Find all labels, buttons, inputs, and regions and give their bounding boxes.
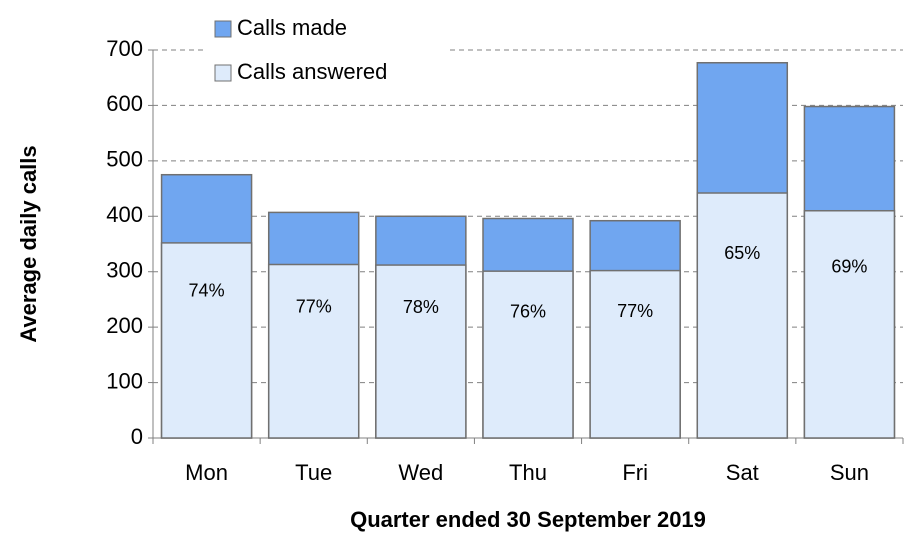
x-axis-title: Quarter ended 30 September 2019 bbox=[350, 507, 706, 532]
y-axis-title: Average daily calls bbox=[16, 145, 41, 342]
data-label: 76% bbox=[510, 302, 546, 322]
legend-label: Calls made bbox=[237, 15, 347, 40]
bar bbox=[803, 209, 896, 439]
x-tick-label: Wed bbox=[398, 460, 443, 485]
y-tick-label: 100 bbox=[106, 368, 143, 393]
data-label: 77% bbox=[296, 297, 332, 317]
bar bbox=[267, 263, 360, 439]
data-label: 74% bbox=[189, 280, 225, 300]
x-tick-label: Tue bbox=[295, 460, 332, 485]
bar bbox=[696, 192, 789, 439]
y-tick-label: 200 bbox=[106, 313, 143, 338]
bar bbox=[589, 269, 681, 439]
y-tick-label: 500 bbox=[106, 147, 143, 172]
data-label: 69% bbox=[831, 256, 867, 276]
y-tick-label: 300 bbox=[106, 258, 143, 283]
legend-swatch bbox=[214, 20, 232, 38]
data-label: 78% bbox=[403, 297, 439, 317]
x-tick-label: Fri bbox=[622, 460, 648, 485]
y-tick-label: 700 bbox=[106, 36, 143, 61]
x-tick-label: Mon bbox=[185, 460, 228, 485]
x-tick-label: Sat bbox=[726, 460, 759, 485]
bar bbox=[160, 242, 253, 439]
data-label: 77% bbox=[617, 301, 653, 321]
legend-label: Calls answered bbox=[237, 59, 387, 84]
y-tick-label: 600 bbox=[106, 91, 143, 116]
legend-swatch bbox=[214, 64, 232, 82]
x-tick-label: Thu bbox=[509, 460, 547, 485]
x-tick-label: Sun bbox=[830, 460, 869, 485]
y-tick-label: 0 bbox=[131, 424, 143, 449]
bar bbox=[482, 270, 574, 439]
y-tick-label: 400 bbox=[106, 202, 143, 227]
data-label: 65% bbox=[724, 243, 760, 263]
bar bbox=[375, 264, 467, 439]
legend-box bbox=[205, 10, 450, 90]
